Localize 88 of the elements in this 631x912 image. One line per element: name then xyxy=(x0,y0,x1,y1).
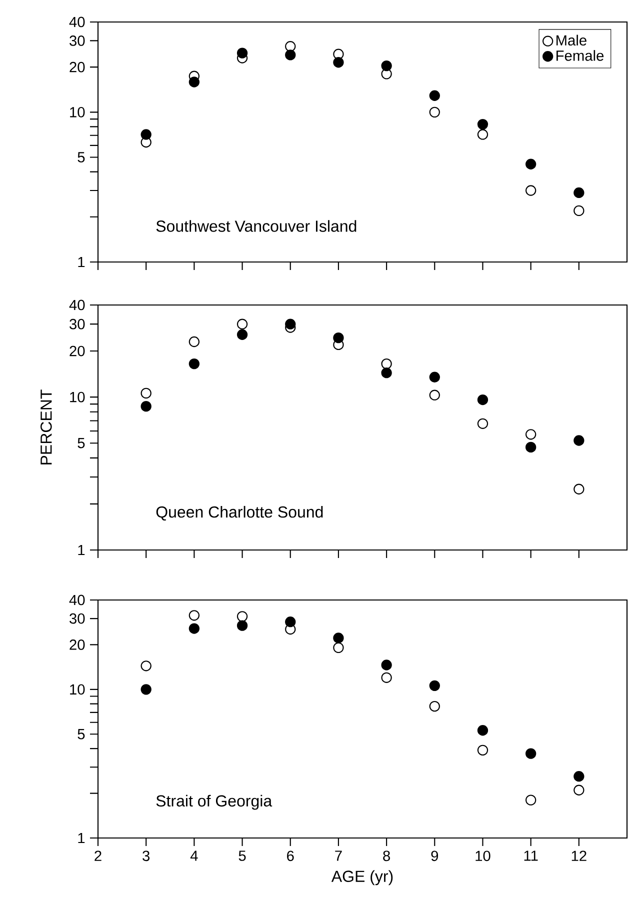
point xyxy=(429,680,440,692)
point xyxy=(477,725,488,736)
y-tick-label: 40 xyxy=(69,16,85,28)
y-tick-label: 20 xyxy=(70,346,85,356)
y-tick-label: 40 xyxy=(69,300,85,310)
x-axis-title: AGE (yr) xyxy=(331,870,393,886)
annotation: Queen Charlotte Sound xyxy=(156,506,323,521)
x-tick-label: 12 xyxy=(572,850,586,861)
point xyxy=(140,400,152,412)
point xyxy=(574,771,584,782)
point xyxy=(525,748,536,759)
point xyxy=(236,48,248,58)
y-tick-label: 5 xyxy=(78,152,85,162)
point xyxy=(525,429,536,440)
point xyxy=(574,784,584,796)
x-tick-label: 6 xyxy=(287,850,294,862)
point xyxy=(477,118,488,130)
annotation: Strait of Georgia xyxy=(156,794,272,810)
y-tick-label: 10 xyxy=(70,107,85,118)
point xyxy=(140,129,152,140)
point xyxy=(188,358,200,370)
y-tick-label: 30 xyxy=(70,613,85,624)
point xyxy=(188,336,200,348)
point xyxy=(429,90,440,101)
point xyxy=(477,744,488,756)
point xyxy=(574,205,584,216)
y-tick-label: 20 xyxy=(70,640,85,650)
x-tick-label: 7 xyxy=(335,850,342,861)
point xyxy=(140,660,152,672)
x-tick-label: 10 xyxy=(476,850,490,862)
point xyxy=(333,57,344,68)
point xyxy=(574,435,584,446)
point xyxy=(333,642,344,654)
y-tick-label: 20 xyxy=(70,62,85,72)
x-tick-label: 8 xyxy=(383,850,390,862)
x-tick-label: 5 xyxy=(238,850,246,861)
point xyxy=(477,418,488,429)
point xyxy=(285,318,296,330)
y-tick-label: 1 xyxy=(78,544,85,556)
y-tick-label: 40 xyxy=(69,594,85,606)
point xyxy=(140,684,152,695)
point xyxy=(285,50,296,60)
point xyxy=(574,187,584,198)
point xyxy=(188,610,200,621)
point xyxy=(381,60,392,72)
point xyxy=(381,368,392,378)
y-axis-title: PERCENT xyxy=(40,390,52,464)
point xyxy=(236,620,248,631)
x-tick-label: 4 xyxy=(190,850,198,861)
y-tick-label: 10 xyxy=(70,392,85,402)
y-tick-label: 30 xyxy=(70,318,85,330)
point xyxy=(285,616,296,628)
x-tick-label: 3 xyxy=(142,850,150,862)
y-tick-label: 5 xyxy=(78,729,85,740)
y-tick-label: 1 xyxy=(78,256,85,268)
point xyxy=(477,129,488,140)
point xyxy=(429,372,440,382)
point xyxy=(429,700,440,712)
point xyxy=(188,623,200,634)
point xyxy=(477,394,488,406)
point xyxy=(236,318,248,330)
point xyxy=(525,442,536,453)
point xyxy=(285,41,296,52)
point xyxy=(381,358,392,370)
point xyxy=(381,660,392,670)
x-tick-label: 9 xyxy=(431,850,438,862)
y-tick-label: 5 xyxy=(78,438,85,448)
point xyxy=(188,76,200,88)
point xyxy=(140,388,152,399)
point xyxy=(381,672,392,683)
legend-label: Female xyxy=(556,50,604,61)
point xyxy=(333,332,344,344)
point xyxy=(236,611,248,622)
legend-label: Male xyxy=(556,34,586,46)
point xyxy=(236,329,248,340)
point xyxy=(525,185,536,196)
point xyxy=(429,390,440,400)
point xyxy=(333,632,344,644)
point xyxy=(525,794,536,806)
y-tick-label: 10 xyxy=(70,684,85,695)
x-tick-label: 2 xyxy=(94,850,102,861)
point xyxy=(525,158,536,170)
y-tick-label: 1 xyxy=(78,832,85,844)
annotation: Southwest Vancouver Island xyxy=(156,220,356,232)
x-tick-label: 11 xyxy=(524,850,538,861)
y-tick-label: 30 xyxy=(70,36,85,46)
point xyxy=(429,106,440,118)
point xyxy=(574,484,584,494)
